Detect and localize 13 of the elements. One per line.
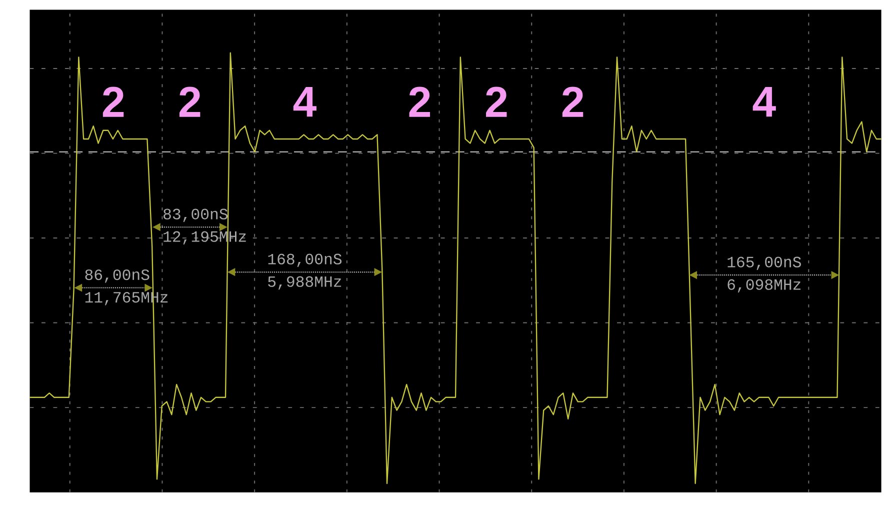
annotation: 4 [293,87,316,117]
annotation: 5,988MHz [268,276,342,290]
annotation: 2 [409,86,430,117]
annotation: 168,00nS [268,254,342,268]
annotation: 83,00nS [164,208,228,222]
annotation: 2 [102,86,124,117]
annotation: 86,00nS [85,269,150,283]
annotation: 4 [752,87,776,117]
annotation: 2 [486,86,507,117]
annotation: 165,00nS [728,256,801,270]
annotation: 6,098MHz [728,279,801,293]
annotation: 2 [179,86,200,117]
annotation: 2 [562,86,584,117]
